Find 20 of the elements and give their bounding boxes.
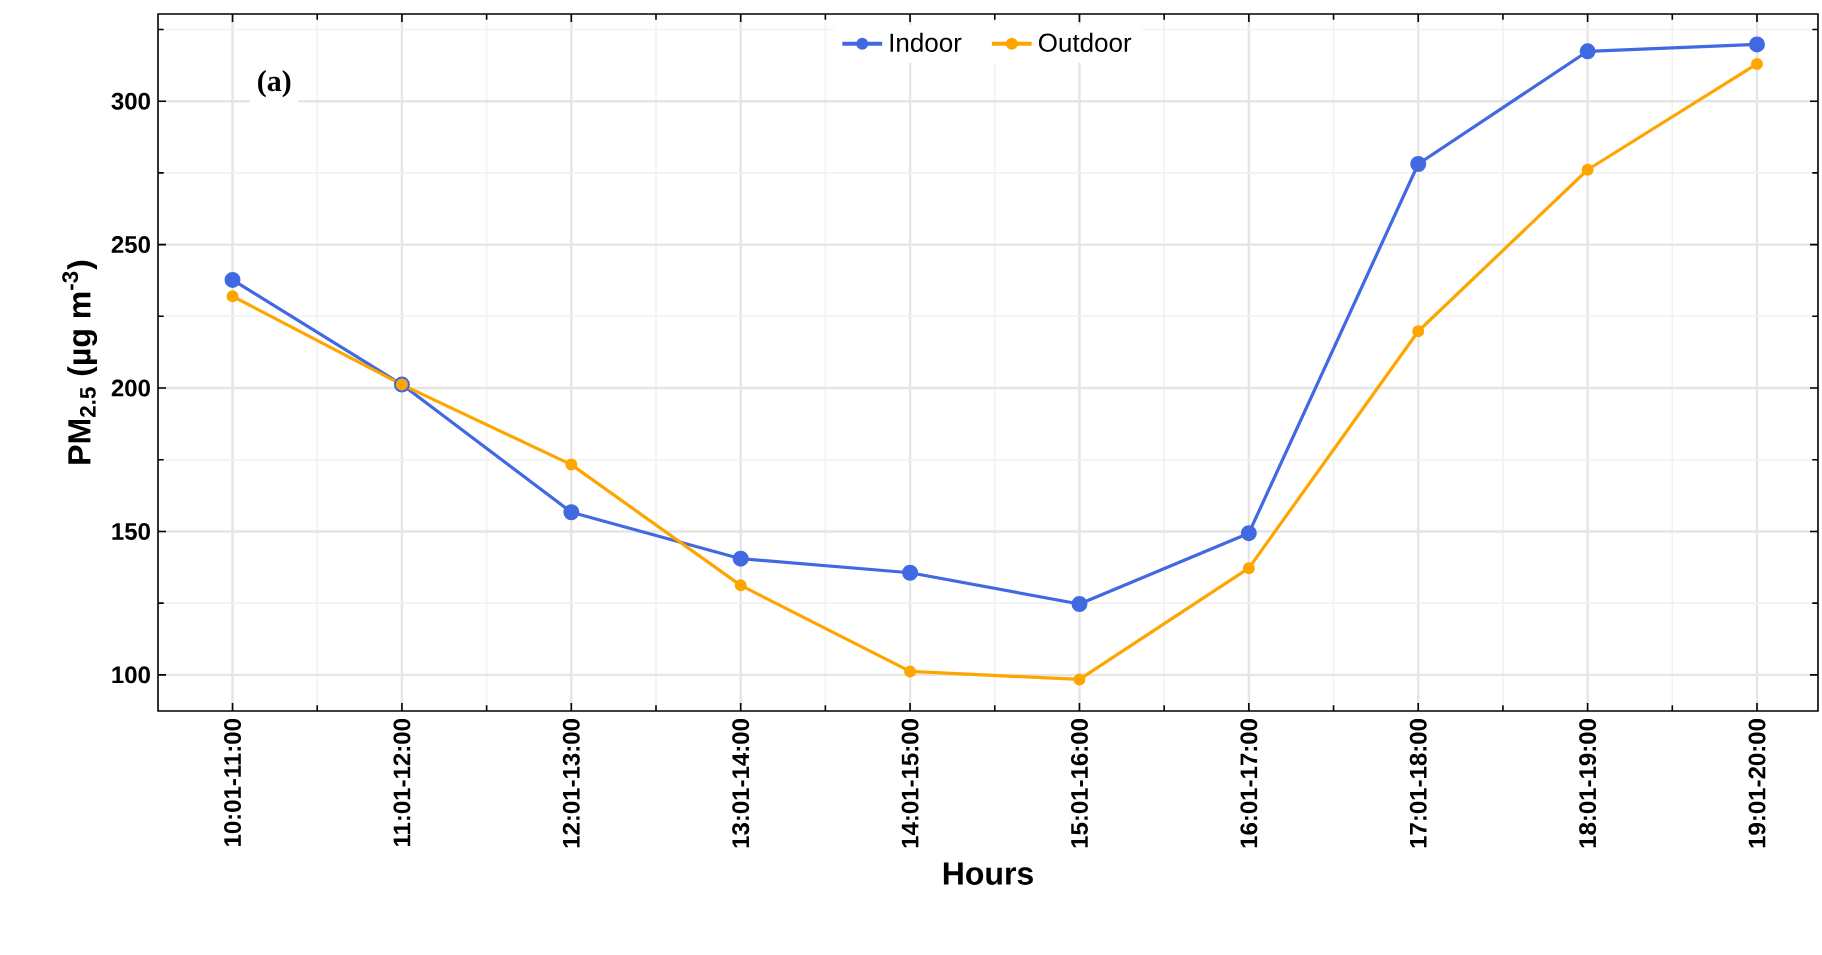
x-tick-label: 15:01-16:00 (1070, 719, 1088, 848)
y-tick-label: 200 (111, 379, 150, 397)
y-tick-label: 250 (111, 236, 150, 254)
x-tick-label: 10:01-11:00 (224, 719, 242, 846)
x-tick-label: 19:01-20:00 (1748, 719, 1766, 848)
legend-label: Indoor (890, 32, 962, 52)
x-tick-label: 14:01-15:00 (901, 719, 919, 848)
y-tick-label: 300 (111, 92, 150, 110)
annotation: (a) (258, 70, 291, 98)
y-tick-label: 100 (112, 666, 150, 684)
x-tick-label: 18:01-19:00 (1579, 719, 1597, 848)
x-tick-label: 16:01-17:00 (1240, 719, 1258, 848)
y-tick-label: 150 (112, 522, 150, 540)
x-tick-label: 11:01-12:00 (393, 719, 411, 846)
x-tick-label: 12:01-13:00 (562, 719, 580, 848)
legend-label: Outdoor (1038, 32, 1132, 52)
y-axis-title: PM$_{2.5}$ (µg m$^{-3}$) (62, 260, 98, 464)
x-axis-title: Hours (943, 862, 1033, 885)
x-tick-label: 13:01-14:00 (732, 719, 750, 848)
x-tick-label: 17:01-18:00 (1409, 719, 1427, 848)
